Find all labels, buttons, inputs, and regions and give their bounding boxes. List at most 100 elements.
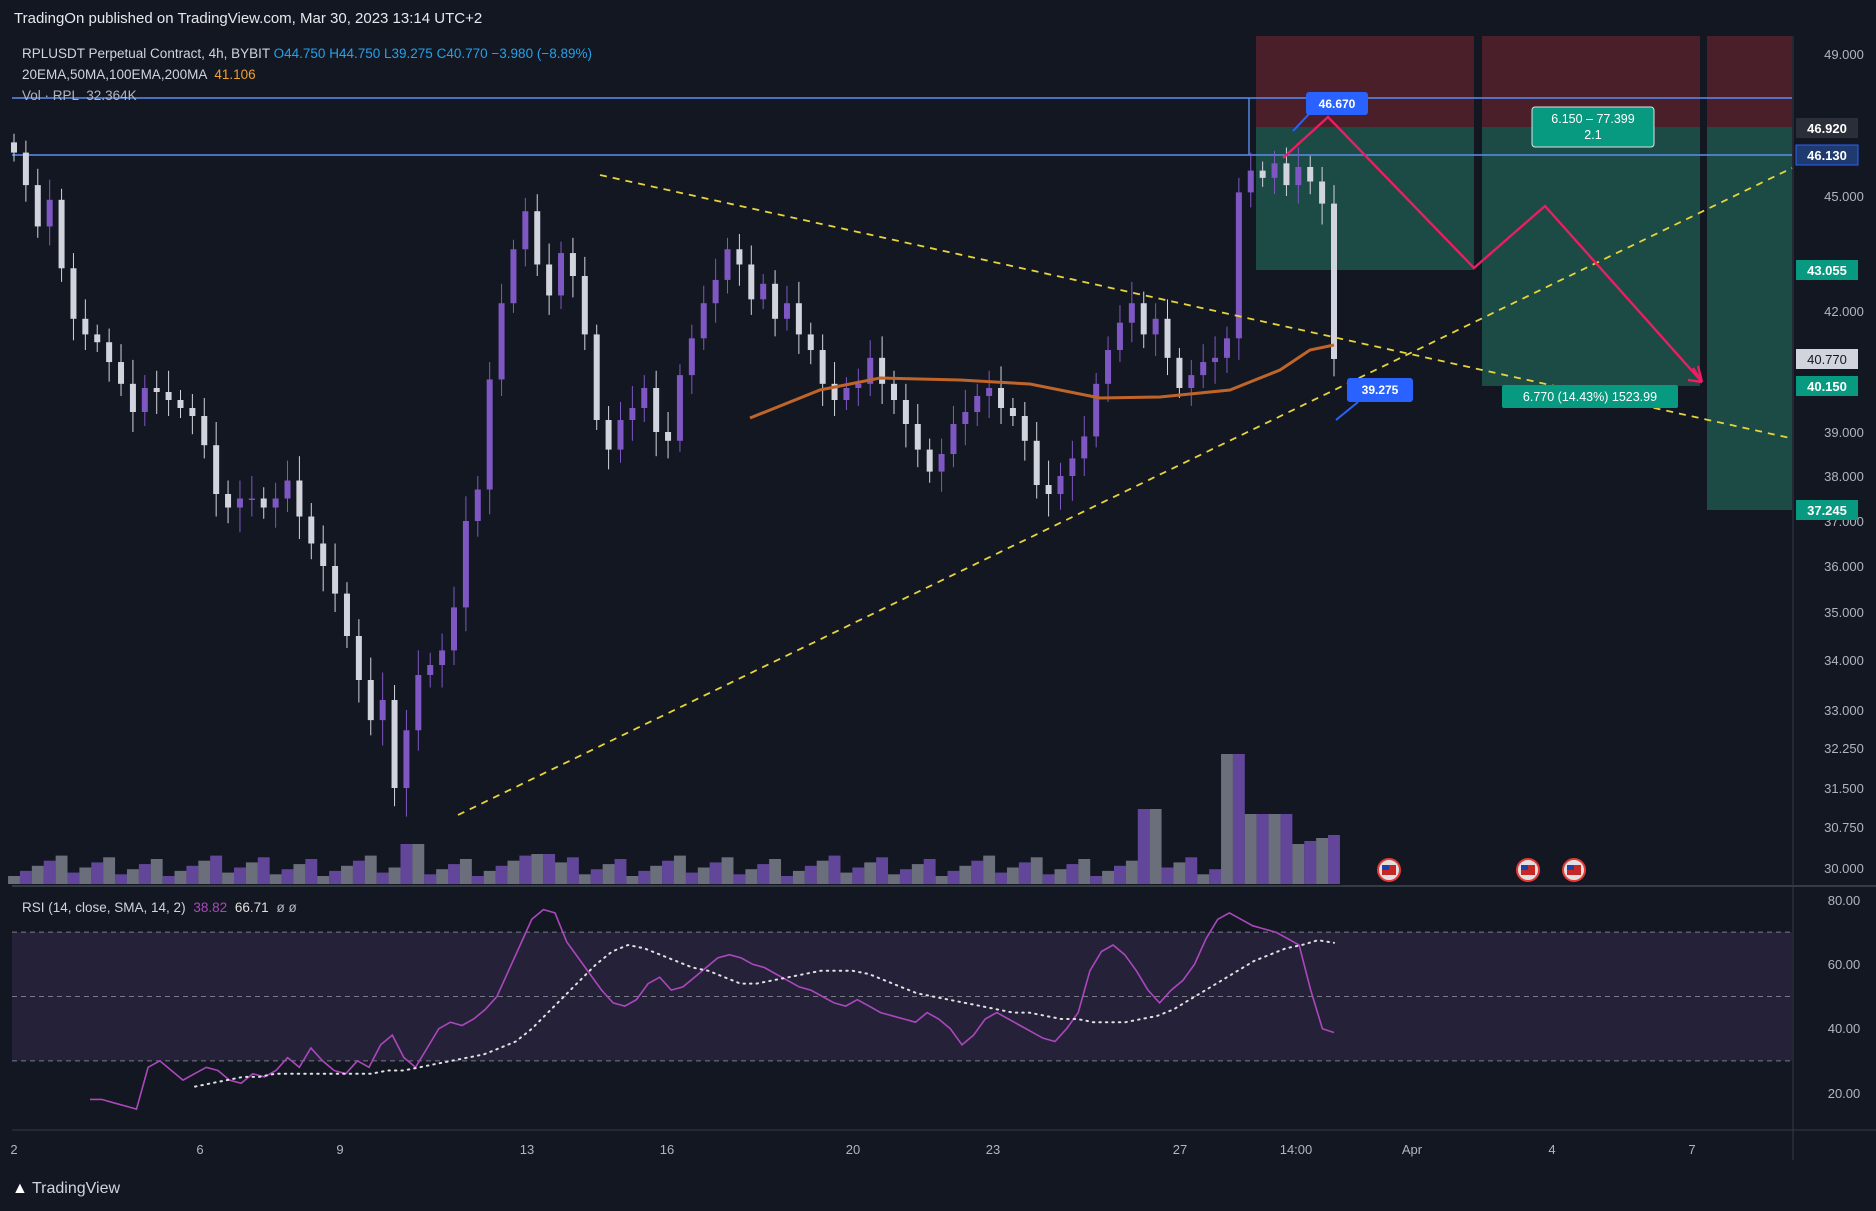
candle-body (1176, 357, 1183, 388)
volume-bar (626, 876, 639, 884)
candle-body (1307, 166, 1314, 182)
candle-body (1283, 163, 1290, 186)
time-tick: 9 (336, 1142, 343, 1157)
ema-legend: 20EMA,50MA,100EMA,200MA 41.106 (22, 67, 256, 82)
volume-bar (1161, 867, 1174, 884)
candle-body (1105, 350, 1112, 384)
volume-bar (352, 860, 365, 884)
candle-body (855, 383, 862, 388)
candle-body (867, 357, 874, 384)
ema-value: 41.106 (214, 67, 256, 82)
candle-body (320, 543, 327, 566)
time-tick: 7 (1688, 1142, 1695, 1157)
volume-bar (1268, 814, 1281, 884)
volume-bar (471, 876, 484, 884)
volume-bar (1244, 814, 1257, 884)
candle-body (510, 249, 517, 304)
volume-bar (174, 870, 187, 884)
volume-bar (923, 859, 936, 884)
volume-bar (245, 862, 258, 884)
candle-body (950, 424, 957, 454)
volume-bar (341, 865, 353, 884)
price-label-box (1796, 260, 1858, 280)
volume-bar (674, 855, 686, 884)
candle-body (986, 388, 993, 396)
price-label-box (1796, 118, 1858, 138)
candle-body (46, 199, 53, 227)
volume-bar (590, 869, 603, 884)
candle-body (926, 449, 933, 472)
candle-body (665, 432, 672, 441)
candle-body (1259, 170, 1266, 178)
candle-body (213, 445, 220, 495)
price-label-box (1796, 500, 1858, 520)
rsi-value: 38.82 (193, 900, 228, 915)
candle-body (118, 362, 125, 384)
high-label-pointer (1292, 112, 1311, 132)
volume-bar (1185, 857, 1198, 884)
target-zone-3 (1707, 127, 1792, 510)
volume-bar (495, 865, 508, 884)
candle-body (1271, 163, 1278, 178)
candle-body (914, 424, 921, 450)
volume-bar (138, 864, 151, 884)
time-tick: 2 (10, 1142, 17, 1157)
volume-bar (566, 857, 579, 884)
ascending-trendline (457, 167, 1793, 816)
close-value: C40.770 (436, 46, 488, 61)
volume-bar (162, 876, 175, 884)
price-label-box (1795, 144, 1859, 166)
volume-bar (186, 865, 199, 884)
volume-bars (8, 754, 1340, 884)
high-label-box (1306, 92, 1368, 115)
volume-bar (103, 857, 116, 884)
rsi-tick: 40.00 (1828, 1021, 1861, 1036)
candle-body (1200, 362, 1207, 376)
flag-canton-icon (1567, 865, 1574, 870)
volume-bar (1316, 838, 1329, 884)
candle-body (1295, 166, 1302, 186)
volume-bar (602, 864, 615, 884)
candle-body (783, 303, 790, 319)
volume-bar (816, 860, 829, 884)
candle-body (11, 142, 17, 153)
candle-body (629, 408, 636, 420)
candle-body (593, 334, 600, 420)
candle-body (546, 264, 553, 296)
candle-body (891, 383, 897, 400)
rsi-label: RSI (14, close, SMA, 14, 2) (22, 900, 186, 915)
candle-body (748, 264, 755, 300)
flag-canton-icon (1382, 865, 1389, 870)
volume-bar (840, 872, 853, 884)
stop-label-box (1502, 385, 1678, 408)
price-tick: 42.000 (1824, 304, 1864, 319)
volume-bar (1114, 865, 1126, 884)
volume-bar (507, 860, 520, 884)
tradingview-logo[interactable]: ▲ TradingView (12, 1180, 120, 1198)
volume-bar (614, 859, 627, 884)
candle-body (189, 408, 196, 416)
volume-bar (1173, 862, 1186, 884)
candle-body (415, 675, 422, 731)
candle-body (22, 152, 29, 186)
candle-body (141, 388, 148, 412)
volume-bar (709, 862, 722, 884)
volume-bar (459, 859, 472, 884)
candle-body (962, 412, 969, 424)
candle-body (462, 521, 469, 608)
price-tick: 39.000 (1824, 425, 1864, 440)
volume-bar (1125, 860, 1138, 884)
ema-line (749, 343, 1335, 420)
candle-body (106, 342, 113, 363)
time-tick: 13 (520, 1142, 534, 1157)
volume-bar (1030, 857, 1043, 884)
ema-label: 20EMA,50MA,100EMA,200MA (22, 67, 207, 82)
volume-legend: Vol · RPL 32.364K (22, 88, 137, 103)
candle-body (343, 593, 350, 636)
candle-body (391, 700, 398, 788)
volume-bar (995, 872, 1007, 884)
time-tick: 27 (1173, 1142, 1187, 1157)
candle-body (1235, 192, 1242, 339)
volume-bar (1292, 844, 1305, 884)
